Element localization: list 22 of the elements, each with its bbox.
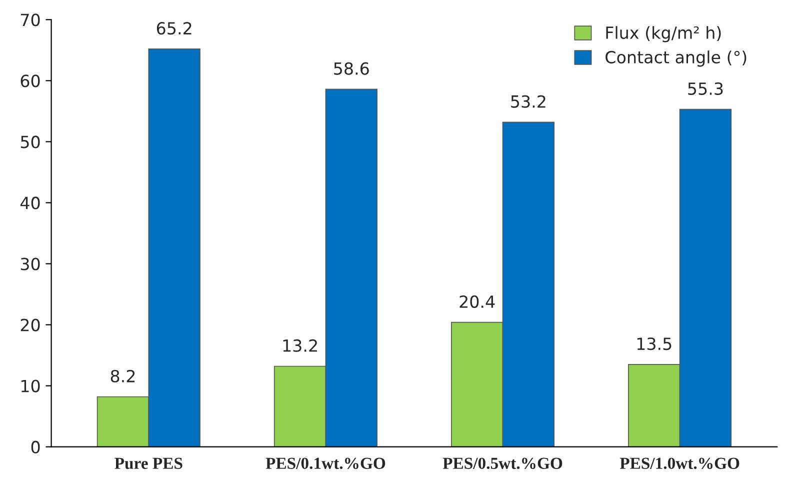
data-label: 8.2 — [110, 370, 135, 382]
data-label: 55.3 — [688, 82, 723, 96]
data-label: 13.5 — [637, 337, 672, 350]
y-tick-label: 50 — [20, 136, 40, 148]
y-tick-label: 70 — [21, 14, 40, 26]
x-tick-label: Pure PES — [114, 458, 182, 469]
data-label: 53.2 — [511, 95, 546, 108]
legend-label: Flux (kg/m² h) — [606, 26, 721, 42]
x-tick-label: PES/0.1wt.%GO — [266, 458, 386, 470]
data-label: 65.2 — [156, 22, 192, 35]
y-tick-label: 40 — [20, 196, 40, 210]
legend-label: Contact angle (°) — [606, 50, 746, 67]
data-label: 58.6 — [334, 62, 369, 75]
y-tick-label: 20 — [20, 318, 40, 332]
x-tick-label: PES/0.5wt.%GO — [442, 458, 562, 470]
y-tick-label: 30 — [20, 258, 40, 270]
data-label: 20.4 — [460, 295, 495, 308]
data-label: 13.2 — [283, 339, 317, 352]
y-tick-label: 0 — [31, 440, 40, 454]
y-tick-label: 10 — [21, 380, 40, 392]
y-tick-label: 60 — [20, 74, 40, 88]
x-tick-label: PES/1.0wt.%GO — [620, 458, 740, 470]
